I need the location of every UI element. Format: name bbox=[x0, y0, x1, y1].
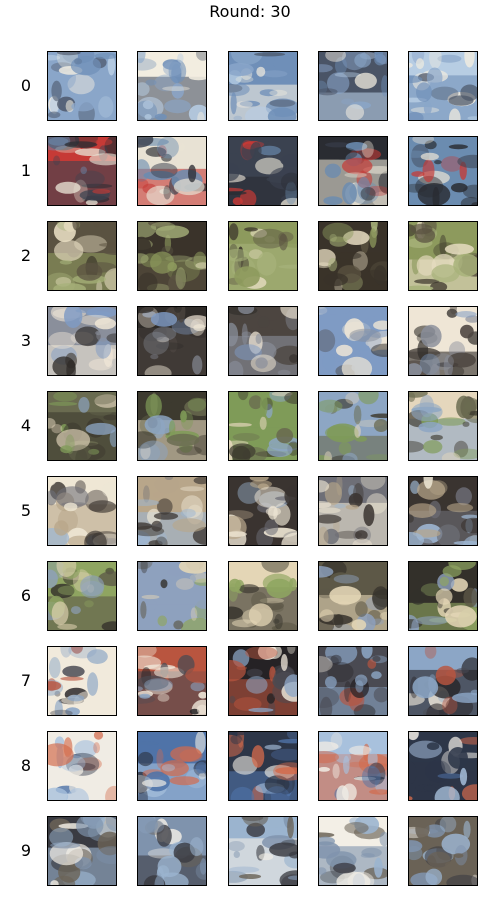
generated-sample-image bbox=[228, 561, 298, 631]
generated-sample-image bbox=[228, 731, 298, 801]
row-label: 0 bbox=[20, 76, 32, 95]
generated-sample-image bbox=[408, 816, 478, 886]
generated-sample-image bbox=[408, 51, 478, 121]
generated-sample-image bbox=[318, 391, 388, 461]
generated-sample-image bbox=[47, 646, 117, 716]
generated-sample-image bbox=[318, 646, 388, 716]
generated-sample-image bbox=[228, 646, 298, 716]
generated-sample-image bbox=[408, 646, 478, 716]
generated-sample-image bbox=[137, 646, 207, 716]
generated-sample-image bbox=[318, 731, 388, 801]
generated-sample-image bbox=[47, 306, 117, 376]
generated-sample-image bbox=[47, 476, 117, 546]
generated-sample-image bbox=[408, 561, 478, 631]
generated-sample-image bbox=[318, 51, 388, 121]
generated-sample-image bbox=[47, 221, 117, 291]
generated-sample-image bbox=[47, 816, 117, 886]
generated-sample-image bbox=[137, 561, 207, 631]
generated-sample-image bbox=[47, 561, 117, 631]
row-label: 6 bbox=[20, 586, 32, 605]
row-label: 8 bbox=[20, 756, 32, 775]
generated-sample-image bbox=[228, 391, 298, 461]
generated-sample-image bbox=[47, 136, 117, 206]
generated-sample-image bbox=[318, 306, 388, 376]
generated-sample-image bbox=[47, 391, 117, 461]
figure-title: Round: 30 bbox=[209, 2, 291, 21]
generated-sample-image bbox=[47, 51, 117, 121]
generated-sample-image bbox=[137, 391, 207, 461]
row-label: 3 bbox=[20, 331, 32, 350]
generated-sample-image bbox=[137, 731, 207, 801]
generated-sample-image bbox=[408, 391, 478, 461]
row-label: 2 bbox=[20, 246, 32, 265]
generated-sample-image bbox=[318, 816, 388, 886]
generated-sample-image bbox=[228, 51, 298, 121]
generated-sample-image bbox=[408, 306, 478, 376]
generated-sample-image bbox=[318, 221, 388, 291]
generated-sample-image bbox=[228, 306, 298, 376]
generated-sample-image bbox=[137, 476, 207, 546]
generated-sample-image bbox=[137, 816, 207, 886]
generated-sample-image bbox=[318, 136, 388, 206]
generated-sample-image bbox=[408, 476, 478, 546]
generated-sample-image bbox=[228, 136, 298, 206]
generated-sample-image bbox=[228, 221, 298, 291]
generated-sample-image bbox=[408, 136, 478, 206]
row-label: 9 bbox=[20, 841, 32, 860]
row-label: 7 bbox=[20, 671, 32, 690]
generated-sample-image bbox=[228, 816, 298, 886]
generated-sample-image bbox=[408, 731, 478, 801]
generated-sample-image bbox=[47, 731, 117, 801]
generated-sample-image bbox=[318, 476, 388, 546]
row-label: 1 bbox=[20, 161, 32, 180]
row-label: 5 bbox=[20, 501, 32, 520]
generated-sample-image bbox=[137, 51, 207, 121]
generated-sample-image bbox=[137, 306, 207, 376]
generated-sample-image bbox=[228, 476, 298, 546]
row-label: 4 bbox=[20, 416, 32, 435]
generated-sample-image bbox=[137, 221, 207, 291]
generated-sample-image bbox=[137, 136, 207, 206]
generated-sample-image bbox=[318, 561, 388, 631]
generated-sample-image bbox=[408, 221, 478, 291]
